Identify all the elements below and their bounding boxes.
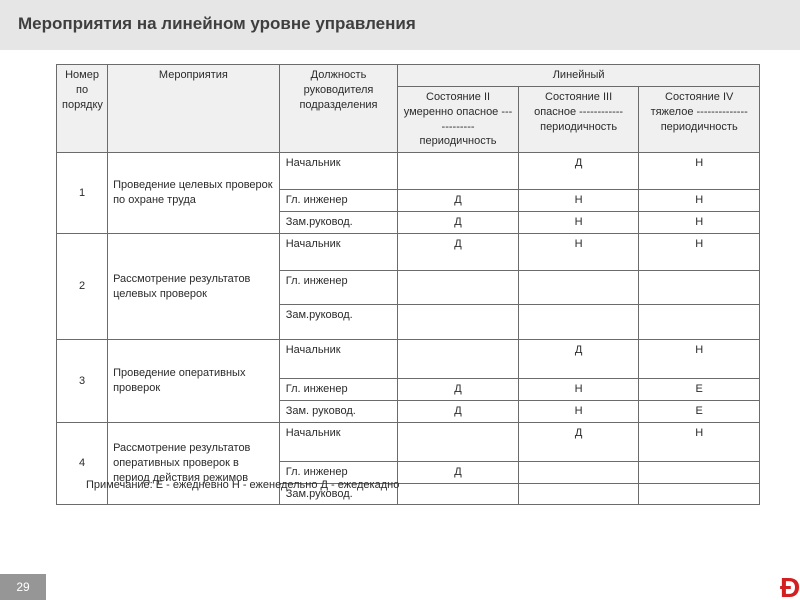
cell-state4	[639, 305, 760, 340]
cell-state4: Н	[639, 153, 760, 190]
page-number: 29	[0, 574, 46, 600]
th-state3: Состояние III опасное ------------ перио…	[518, 86, 639, 152]
cell-state3: Н	[518, 379, 639, 401]
cell-state2: Д	[398, 211, 519, 233]
cell-number: 2	[57, 233, 108, 340]
cell-position: Начальник	[279, 340, 398, 379]
cell-state2: Д	[398, 379, 519, 401]
cell-state3: Н	[518, 233, 639, 270]
cell-state3	[518, 461, 639, 483]
cell-state3: Н	[518, 400, 639, 422]
cell-number: 3	[57, 340, 108, 423]
cell-position: Гл. инженер	[279, 270, 398, 305]
corner-logo: Ð	[778, 574, 800, 600]
th-number: Номер по порядку	[57, 65, 108, 153]
cell-state4: Н	[639, 422, 760, 461]
table-head: Номер по порядку Мероприятия Должность р…	[57, 65, 760, 153]
cell-activity: Рассмотрение результатов оперативных про…	[108, 422, 280, 505]
cell-state4: Е	[639, 379, 760, 401]
cell-state2	[398, 483, 519, 505]
cell-state2: Д	[398, 190, 519, 212]
cell-position: Зам.руковод.	[279, 211, 398, 233]
cell-number: 4	[57, 422, 108, 505]
table-container: Номер по порядку Мероприятия Должность р…	[0, 50, 800, 505]
cell-number: 1	[57, 153, 108, 234]
cell-state2: Д	[398, 461, 519, 483]
cell-state2	[398, 305, 519, 340]
cell-position: Зам. руковод.	[279, 400, 398, 422]
th-group: Линейный	[398, 65, 760, 87]
cell-state4: Н	[639, 211, 760, 233]
cell-position: Начальник	[279, 422, 398, 461]
cell-position: Гл. инженер	[279, 190, 398, 212]
cell-state4	[639, 461, 760, 483]
table-row: 2Рассмотрение результатов целевых провер…	[57, 233, 760, 270]
cell-state3	[518, 305, 639, 340]
cell-state4	[639, 270, 760, 305]
cell-activity: Проведение оперативных проверок	[108, 340, 280, 423]
cell-position: Зам.руковод.	[279, 305, 398, 340]
cell-state2: Д	[398, 233, 519, 270]
cell-state4	[639, 483, 760, 505]
cell-state3: Д	[518, 153, 639, 190]
cell-state3: Н	[518, 211, 639, 233]
table-row: 1Проведение целевых проверок по охране т…	[57, 153, 760, 190]
activities-table: Номер по порядку Мероприятия Должность р…	[56, 64, 760, 505]
page-title: Мероприятия на линейном уровне управлени…	[18, 14, 782, 34]
cell-position: Начальник	[279, 153, 398, 190]
th-state2: Состояние II умеренно опасное ----------…	[398, 86, 519, 152]
table-row: 4Рассмотрение результатов оперативных пр…	[57, 422, 760, 461]
th-position: Должность руководителя подразделения	[279, 65, 398, 153]
cell-state4: Н	[639, 190, 760, 212]
cell-state2: Д	[398, 400, 519, 422]
cell-state3	[518, 270, 639, 305]
cell-state4: Н	[639, 340, 760, 379]
th-state4: Состояние IV тяжелое -------------- пери…	[639, 86, 760, 152]
cell-state2	[398, 153, 519, 190]
cell-state2	[398, 270, 519, 305]
cell-state3: Д	[518, 340, 639, 379]
cell-position: Начальник	[279, 233, 398, 270]
title-bar: Мероприятия на линейном уровне управлени…	[0, 0, 800, 50]
cell-activity: Проведение целевых проверок по охране тр…	[108, 153, 280, 234]
cell-state4: Н	[639, 233, 760, 270]
cell-state4: Е	[639, 400, 760, 422]
cell-state2	[398, 340, 519, 379]
table-body: 1Проведение целевых проверок по охране т…	[57, 153, 760, 505]
cell-state3	[518, 483, 639, 505]
table-row: 3Проведение оперативных проверокНачальни…	[57, 340, 760, 379]
cell-state2	[398, 422, 519, 461]
cell-state3: Н	[518, 190, 639, 212]
th-activity: Мероприятия	[108, 65, 280, 153]
footnote: Примечание: Е - ежедневно Н - еженедельн…	[86, 479, 399, 491]
cell-activity: Рассмотрение результатов целевых проверо…	[108, 233, 280, 340]
cell-position: Гл. инженер	[279, 379, 398, 401]
cell-state3: Д	[518, 422, 639, 461]
